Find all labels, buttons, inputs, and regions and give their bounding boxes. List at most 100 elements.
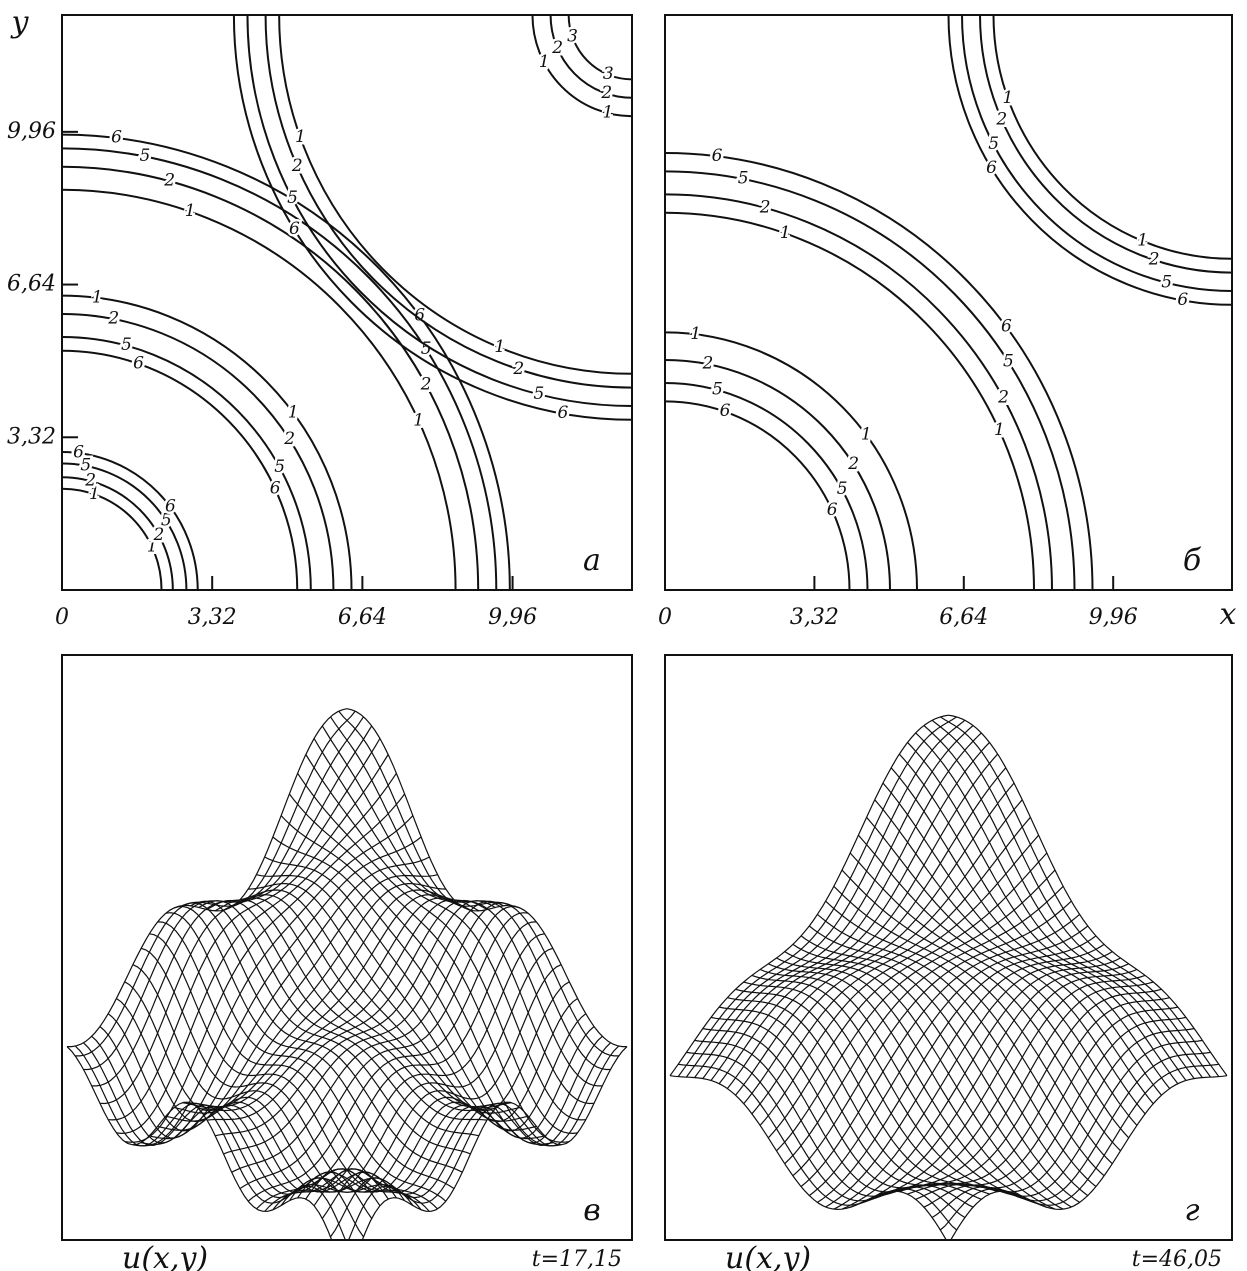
mesh-line xyxy=(923,725,1203,1078)
contour-level-label: 1 xyxy=(994,420,1005,440)
mesh-line xyxy=(939,716,1220,1077)
y-tick-label: 9,96 xyxy=(7,119,56,144)
contour-level-label: 5 xyxy=(274,457,285,477)
contour-level-label: 1 xyxy=(861,424,872,444)
contour-level-label: 5 xyxy=(837,479,848,499)
mesh-line xyxy=(330,716,611,1071)
contour-level-label: 1 xyxy=(185,201,196,221)
contour-level-label: 2 xyxy=(702,354,714,374)
y-tick-label: 6,64 xyxy=(7,272,56,297)
contour-level-label: 2 xyxy=(1148,249,1160,269)
mesh-line xyxy=(124,793,406,1143)
mesh-line xyxy=(190,897,471,1108)
mesh-line xyxy=(702,732,982,1079)
contour-level-label: 2 xyxy=(759,197,771,217)
contour-level-label: 5 xyxy=(1161,272,1172,292)
mesh-line xyxy=(841,869,1121,1152)
mesh-line xyxy=(866,816,1146,1115)
contour-level-label: 5 xyxy=(287,188,298,208)
mesh-line xyxy=(157,874,438,1131)
mesh-line xyxy=(67,708,348,1048)
contour-line xyxy=(979,15,1232,274)
contour-level-label: 6 xyxy=(1177,290,1188,310)
contour-level-label: 5 xyxy=(988,134,999,154)
contour-level-label: 5 xyxy=(121,335,132,355)
contour-level-label: 5 xyxy=(712,380,723,400)
contour-level-label: 5 xyxy=(161,511,172,531)
mesh-line xyxy=(116,772,397,1135)
mesh-line xyxy=(132,815,414,1147)
contour-level-label: 6 xyxy=(111,127,122,147)
x-tick-label: 6,64 xyxy=(939,605,988,630)
contour-level-label: 1 xyxy=(413,410,424,430)
contour-level-label: 1 xyxy=(1002,88,1013,108)
contour-level-label: 6 xyxy=(557,403,568,423)
contour-level-label: 1 xyxy=(147,537,158,557)
mesh-line xyxy=(882,782,1162,1096)
panel-frame xyxy=(664,14,1233,591)
mesh-line xyxy=(849,852,1130,1139)
mesh-line xyxy=(686,1051,966,1219)
x-tick-label: 9,96 xyxy=(488,605,537,630)
contour-level-label: 2 xyxy=(551,38,563,58)
mesh-line xyxy=(874,799,1154,1105)
contour-level-label: 6 xyxy=(720,401,731,421)
mesh-line xyxy=(759,834,1040,1126)
contour-level-label: 1 xyxy=(780,223,791,243)
mesh-line xyxy=(264,856,545,1140)
contour-level-label: 1 xyxy=(288,402,299,422)
mesh-line xyxy=(751,816,1031,1115)
contour-level-label: 5 xyxy=(1003,352,1014,372)
mesh-line xyxy=(214,899,496,1112)
mesh-line xyxy=(808,925,1089,1197)
panel-letter: г xyxy=(1184,1193,1199,1228)
contour-level-label: 2 xyxy=(84,471,96,491)
mesh-line xyxy=(907,741,1187,1081)
contour-level-label: 6 xyxy=(712,146,723,166)
mesh-line xyxy=(206,899,488,1121)
mesh-line xyxy=(685,719,966,1078)
contour-level-label: 6 xyxy=(1001,317,1012,337)
panel-letter: а xyxy=(583,543,601,578)
mesh-line xyxy=(931,719,1212,1078)
contour-level-label: 2 xyxy=(847,454,859,474)
contour-level-label: 2 xyxy=(997,388,1009,408)
mesh-line xyxy=(173,889,455,1114)
contour-level-label: 2 xyxy=(107,309,119,329)
mesh-line xyxy=(313,738,595,1105)
mesh-line xyxy=(784,885,1064,1165)
surface xyxy=(669,714,1228,1240)
surface-label: u(x,y) xyxy=(122,1241,208,1271)
mesh-line xyxy=(256,874,537,1131)
mesh-line xyxy=(288,793,570,1143)
contour-level-label: 5 xyxy=(80,455,91,475)
mesh-line xyxy=(726,767,1007,1089)
mesh-line xyxy=(108,754,389,1121)
mesh-line xyxy=(890,767,1171,1089)
contour-level-label: 1 xyxy=(89,484,100,504)
mesh-line xyxy=(91,725,373,1087)
contour-level-label: 2 xyxy=(420,374,432,394)
mesh-line xyxy=(182,894,463,1109)
time-label: t=17,15 xyxy=(532,1247,622,1271)
mesh-line xyxy=(346,708,627,1048)
contour-level-label: 1 xyxy=(690,324,701,344)
mesh-line xyxy=(140,836,422,1146)
mesh-line xyxy=(710,741,990,1081)
mesh-line xyxy=(305,754,586,1121)
time-label: t=46,05 xyxy=(1132,1247,1222,1271)
x-tick-label: 6,64 xyxy=(338,605,387,630)
surface xyxy=(66,708,628,1240)
mesh-line xyxy=(792,900,1072,1177)
mesh-line xyxy=(206,899,488,1121)
mesh-line xyxy=(857,834,1138,1126)
panel-frame xyxy=(61,14,633,591)
mesh-line xyxy=(330,1042,611,1238)
mesh-line xyxy=(280,815,562,1147)
contour-level-label: 5 xyxy=(534,384,545,404)
panel-letter: в xyxy=(583,1193,600,1228)
mesh-line xyxy=(825,900,1105,1177)
mesh-line xyxy=(116,998,397,1199)
